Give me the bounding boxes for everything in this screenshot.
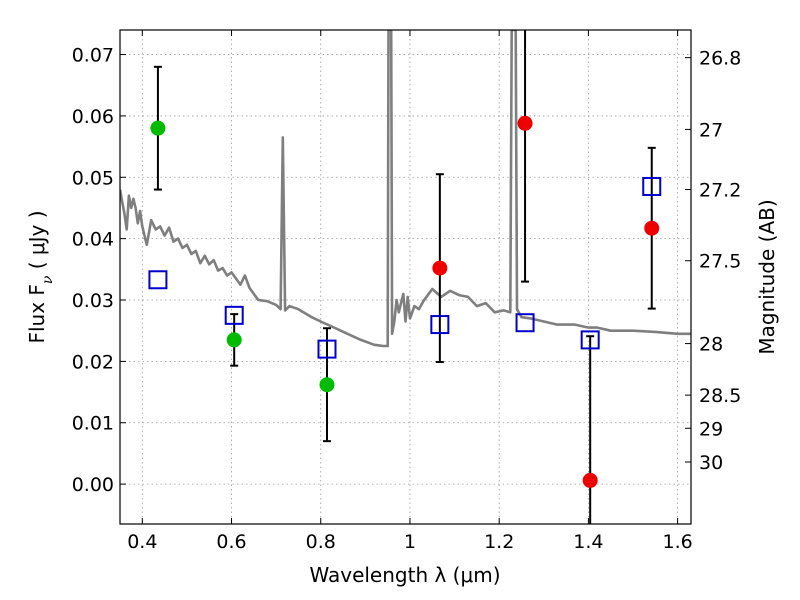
y-tick-label: 0.03 [72, 290, 114, 312]
observed-flux-point [644, 220, 660, 236]
observed-flux-point [226, 332, 242, 348]
x-tick-label: 0.8 [306, 531, 336, 553]
model-flux-marker [317, 339, 337, 359]
model-flux-marker [224, 305, 244, 325]
model-flux-marker [642, 176, 662, 196]
data-layer [120, 30, 691, 524]
y2-tick-label: 26.8 [699, 48, 741, 70]
model-flux-marker [515, 313, 535, 333]
y2-tick-label: 28 [699, 334, 723, 356]
x-tick-label: 1.2 [484, 531, 514, 553]
y-tick-label: 0.01 [72, 413, 114, 435]
y2-tick-label: 28.5 [699, 385, 741, 407]
y-tick-label: 0.07 [72, 45, 114, 67]
observed-flux-point [582, 472, 598, 488]
y2-tick-label: 27.5 [699, 251, 741, 273]
y-axis-title-main: Flux F [25, 284, 49, 343]
x-tick-label: 1 [404, 531, 416, 553]
model-flux-marker [580, 330, 600, 350]
x-tick-label: 0.6 [216, 531, 246, 553]
y2-tick-label: 29 [699, 418, 723, 440]
observed-flux-point [319, 377, 335, 393]
y2-tick-label: 27.2 [699, 180, 741, 202]
y-axis-title-sub: ν [40, 275, 56, 284]
y2-tick-label: 27 [699, 119, 723, 141]
x-tick-label: 0.4 [127, 531, 157, 553]
y-tick-label: 0.05 [72, 167, 114, 189]
x-tick-label: 1.4 [573, 531, 603, 553]
grid-lines [120, 30, 691, 524]
model-flux-marker [148, 270, 168, 290]
x-axis-title: Wavelength λ (μm) [309, 563, 500, 587]
y-axis-title: Flux Fν ( μJy ) [25, 210, 56, 343]
observed-flux-point [517, 115, 533, 131]
y-tick-label: 0.00 [72, 474, 114, 496]
axis-ticks: 0.4 0.6 0.8 1 1.2 1.4 1.6 0.00 0.01 0.02 0.03 0.04 0… [72, 30, 741, 553]
spectrum-line [120, 30, 691, 348]
observed-flux-point [150, 120, 166, 136]
y-axis-title-unit: ( μJy ) [25, 210, 49, 275]
y2-tick-label: 30 [699, 452, 723, 474]
x-tick-label: 1.6 [663, 531, 693, 553]
y-tick-label: 0.04 [72, 229, 114, 251]
plot-frame [119, 29, 692, 525]
y2-axis-title: Magnitude (AB) [755, 199, 779, 354]
y-tick-label: 0.02 [72, 351, 114, 373]
observed-flux-point [432, 260, 448, 276]
model-flux-marker [430, 315, 450, 335]
y-tick-label: 0.06 [72, 106, 114, 128]
